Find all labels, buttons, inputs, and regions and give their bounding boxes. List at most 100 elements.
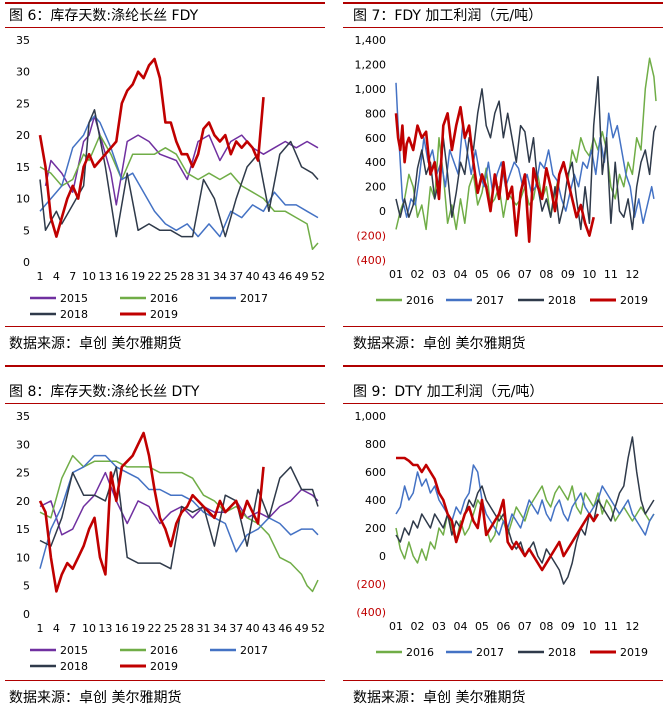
x-tick-label: 7 — [69, 270, 76, 283]
x-tick-label: 22 — [147, 270, 161, 283]
legend-label-2019: 2019 — [150, 308, 178, 321]
x-tick-label: 10 — [582, 620, 596, 633]
x-tick-label: 1 — [37, 622, 44, 635]
x-tick-label: 37 — [229, 270, 243, 283]
y-tick-label: 10 — [16, 551, 30, 564]
x-tick-label: 13 — [98, 622, 112, 635]
x-tick-label: 09 — [561, 620, 575, 633]
panel-dty-inventory: 图 8：库存天数:涤纶长丝 DTY 35 30 25 20 15 10 5 0 1 4 7 10 13 1… — [0, 363, 330, 718]
x-tick-label: 34 — [213, 270, 227, 283]
panel-fdy-profit: 图 7：FDY 加工利润（元/吨） 1,400 1,200 1,000 800 600 4… — [338, 0, 668, 355]
x-tick-label: 28 — [180, 622, 194, 635]
legend-label-2018: 2018 — [60, 660, 88, 673]
y-tick-label: 1,200 — [355, 58, 387, 71]
x-tick-label: 10 — [582, 268, 596, 281]
y-tick-label: 0 — [379, 550, 386, 563]
y-tick-label: 1,400 — [355, 34, 387, 47]
x-tick-label: 09 — [561, 268, 575, 281]
x-tick-label: 40 — [246, 622, 260, 635]
legend-label-2018: 2018 — [60, 308, 88, 321]
x-tick-label: 46 — [278, 270, 292, 283]
top-rule — [5, 2, 325, 4]
y-tick-label: (400) — [356, 254, 386, 267]
y-tick-label: 15 — [16, 523, 30, 536]
x-tick-label: 19 — [131, 270, 145, 283]
y-tick-label: 5 — [23, 224, 30, 237]
header-rule — [5, 403, 325, 404]
x-tick-label: 31 — [197, 622, 211, 635]
y-tick-label: 800 — [365, 438, 386, 451]
series-line-2018 — [39, 466, 319, 570]
x-tick-label: 01 — [389, 620, 403, 633]
x-tick-label: 7 — [69, 622, 76, 635]
source-note: 数据来源：卓创 美尔雅期货 — [353, 690, 526, 706]
x-tick-label: 05 — [475, 268, 489, 281]
legend-label-2019: 2019 — [620, 294, 648, 307]
top-rule — [5, 365, 325, 367]
x-tick-label: 10 — [82, 622, 96, 635]
legend-label-2016: 2016 — [150, 644, 178, 657]
header-rule — [343, 27, 663, 28]
x-tick-label: 37 — [229, 622, 243, 635]
y-tick-label: 800 — [365, 107, 386, 120]
series-line-2017 — [395, 464, 655, 536]
x-tick-label: 25 — [164, 622, 178, 635]
panel-dty-profit: 图 9：DTY 加工利润（元/吨） 1,000 800 600 400 200 0 (200… — [338, 363, 668, 718]
x-tick-label: 19 — [131, 622, 145, 635]
y-tick-label: 200 — [365, 522, 386, 535]
x-tick-label: 10 — [82, 270, 96, 283]
top-rule — [343, 365, 663, 367]
y-tick-label: 20 — [16, 129, 30, 142]
series-line-2019 — [394, 105, 595, 243]
source-note: 数据来源：卓创 美尔雅期货 — [9, 690, 182, 706]
header-rule — [5, 27, 325, 28]
x-tick-label: 02 — [410, 620, 424, 633]
x-tick-label: 4 — [53, 270, 60, 283]
legend-label-2018: 2018 — [548, 646, 576, 659]
x-tick-label: 08 — [539, 620, 553, 633]
chart-dty-profit: 1,000 800 600 400 200 0 (200) (400)01 02 03 04 05 06… — [355, 410, 655, 659]
legend-label-2019: 2019 — [150, 660, 178, 673]
source-rule — [5, 326, 325, 327]
x-tick-label: 46 — [278, 622, 292, 635]
legend-label-2016: 2016 — [150, 292, 178, 305]
y-tick-label: 0 — [23, 608, 30, 621]
x-tick-label: 04 — [453, 620, 467, 633]
x-tick-label: 40 — [246, 270, 260, 283]
y-tick-label: 600 — [365, 466, 386, 479]
y-tick-label: 25 — [16, 467, 30, 480]
y-tick-label: 35 — [16, 410, 30, 423]
legend-label-2019: 2019 — [620, 646, 648, 659]
y-tick-label: 20 — [16, 495, 30, 508]
x-tick-label: 13 — [98, 270, 112, 283]
series-line-2019 — [38, 431, 265, 593]
series-line-2017 — [39, 454, 319, 569]
y-tick-label: 0 — [23, 256, 30, 269]
y-tick-label: 400 — [365, 156, 386, 169]
legend-label-2017: 2017 — [476, 646, 504, 659]
legend-label-2017: 2017 — [476, 294, 504, 307]
x-tick-label: 12 — [625, 620, 639, 633]
series-line-2017 — [39, 115, 319, 238]
x-tick-label: 49 — [295, 270, 309, 283]
y-tick-label: 25 — [16, 97, 30, 110]
x-tick-label: 04 — [453, 268, 467, 281]
x-tick-label: 43 — [262, 622, 276, 635]
y-tick-label: (200) — [356, 230, 386, 243]
y-tick-label: 0 — [379, 205, 386, 218]
x-tick-label: 01 — [389, 268, 403, 281]
source-rule — [343, 326, 663, 327]
source-rule — [343, 680, 663, 681]
x-tick-label: 16 — [115, 270, 129, 283]
chart-title: 图 7：FDY 加工利润（元/吨） — [353, 8, 543, 24]
series-line-2015 — [44, 115, 319, 206]
source-note: 数据来源：卓创 美尔雅期货 — [353, 336, 526, 352]
x-tick-label: 05 — [475, 620, 489, 633]
source-rule — [5, 680, 325, 681]
y-tick-label: (200) — [356, 578, 386, 591]
x-tick-label: 22 — [147, 622, 161, 635]
x-tick-label: 03 — [432, 620, 446, 633]
y-tick-label: 30 — [16, 66, 30, 79]
x-tick-label: 02 — [410, 268, 424, 281]
